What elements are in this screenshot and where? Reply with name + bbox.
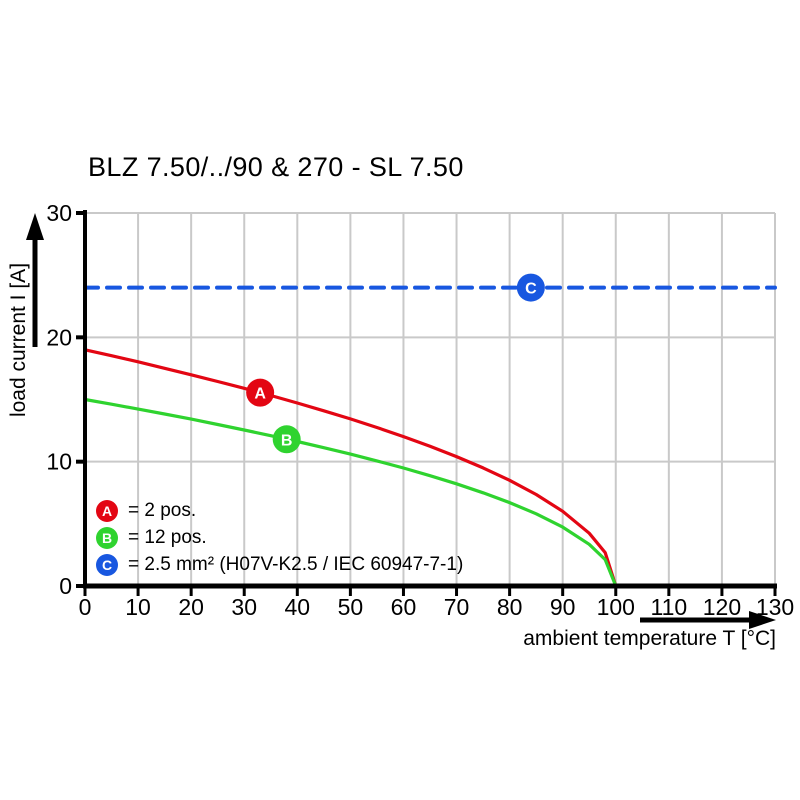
x-tick-label: 120: [703, 594, 741, 620]
legend-label-b: = 12 pos.: [128, 526, 207, 548]
x-tick-label: 40: [285, 594, 311, 620]
y-axis-label: load current I [A]: [7, 262, 30, 418]
legend-badge-c: C: [96, 553, 118, 576]
x-tick-label: 60: [391, 594, 417, 620]
legend-label-a: = 2 pos.: [128, 499, 197, 521]
y-tick-label: 0: [59, 573, 72, 599]
x-tick-label: 80: [497, 594, 523, 620]
marker-letter: A: [254, 386, 266, 403]
x-tick-label: 110: [651, 594, 688, 620]
legend-badge-a: A: [96, 499, 118, 522]
curve-marker-b: B: [272, 425, 301, 454]
y-tick-label: 20: [46, 324, 72, 350]
legend-item-b: B = 12 pos.: [96, 526, 463, 549]
x-tick-label: 50: [338, 594, 364, 620]
axes: [76, 210, 777, 596]
y-tick-label: 30: [46, 200, 72, 226]
x-tick-label: 70: [444, 594, 470, 620]
legend-label-c: = 2.5 mm² (H07V-K2.5 / IEC 60947-7-1): [128, 553, 464, 575]
legend-item-c: C = 2.5 mm² (H07V-K2.5 / IEC 60947-7-1): [96, 553, 463, 576]
y-axis-arrow-head-icon: [26, 213, 44, 240]
x-axis-arrow-head-icon: [749, 611, 776, 629]
marker-letter: C: [525, 281, 537, 298]
legend: A = 2 pos. B = 12 pos. C = 2.5 mm² (H07V-K2.5…: [96, 499, 463, 576]
axis-arrows: [26, 213, 776, 629]
x-tick-label: 20: [178, 594, 204, 620]
legend-badge-b: B: [96, 526, 118, 549]
curve-b: [83, 397, 618, 588]
marker-letter: B: [281, 432, 293, 449]
curve-a: [83, 348, 618, 588]
x-tick-label: 10: [125, 594, 151, 620]
x-tick-label: 90: [550, 594, 576, 620]
x-axis-label: ambient temperature T [°C]: [523, 627, 776, 650]
x-tick-label: 30: [231, 594, 257, 620]
gridlines: [85, 212, 776, 586]
y-tick-label: 10: [46, 449, 72, 475]
marker-circle: [246, 378, 275, 407]
chart-title: BLZ 7.50/../90 & 270 - SL 7.50: [88, 152, 464, 182]
marker-circle: [516, 273, 545, 302]
marker-circle: [272, 425, 301, 454]
legend-item-a: A = 2 pos.: [96, 499, 463, 522]
curve-marker-a: A: [246, 378, 275, 407]
x-tick-label: 100: [597, 594, 635, 620]
x-tick-label: 0: [79, 594, 92, 620]
curve-marker-c: C: [516, 273, 545, 302]
